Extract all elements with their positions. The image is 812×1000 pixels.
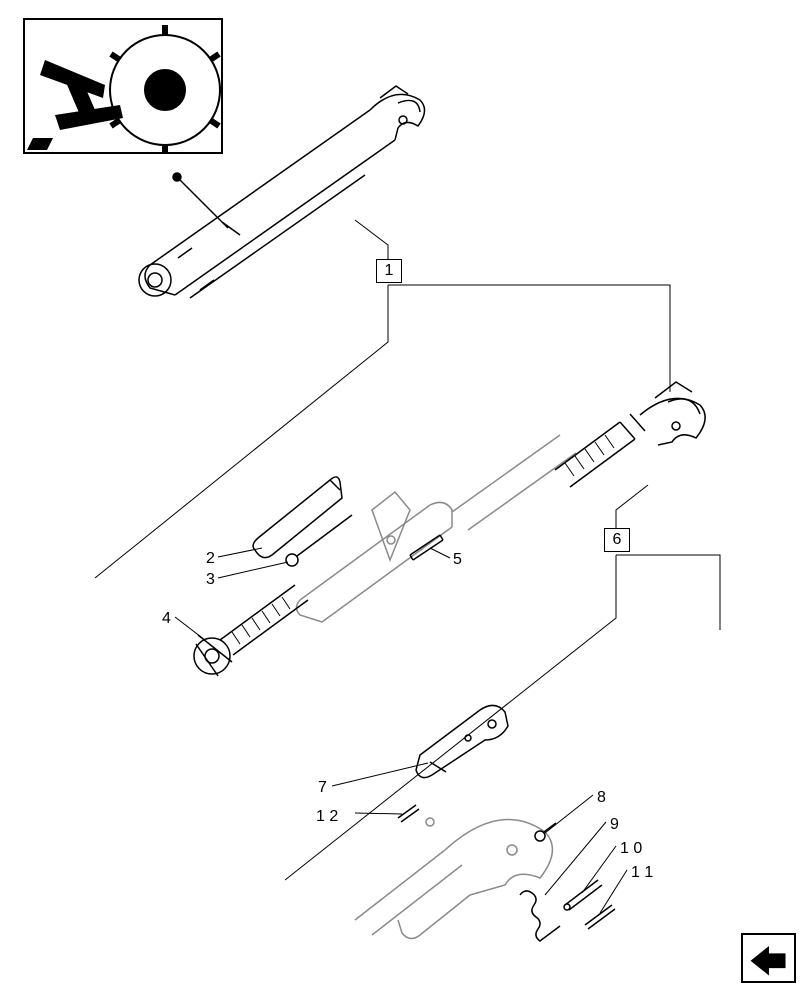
ref-label-12: 1 2	[316, 808, 338, 826]
ref-label-6: 6	[613, 531, 622, 548]
part-hook-end	[555, 382, 705, 487]
ref-box-1: 1	[376, 259, 402, 283]
part-roll-pin-11	[585, 905, 615, 929]
return-arrow-icon[interactable]	[741, 933, 796, 983]
ref-label-10: 1 0	[620, 840, 642, 858]
part-threaded-eye-end	[194, 585, 308, 676]
part-wire-clip	[253, 477, 342, 558]
part-handle-pin	[410, 535, 443, 560]
part-spring-9	[520, 891, 560, 941]
ref-label-7: 7	[318, 779, 327, 797]
ref-label-11: 1 1	[631, 864, 653, 882]
part-pin-10	[564, 880, 602, 910]
ref-label-5: 5	[453, 551, 462, 569]
part-turnbuckle-body	[297, 492, 453, 622]
ref-label-8: 8	[597, 789, 606, 807]
ref-label-3: 3	[206, 571, 215, 589]
ref-label-1: 1	[385, 262, 394, 279]
part-ball-pin	[286, 515, 352, 566]
exploded-diagram	[0, 0, 812, 1000]
part-hook-body-ghost	[355, 818, 552, 939]
ref-label-9: 9	[610, 816, 619, 834]
page: 1 6 2 3 4 5 7 8 9 1 0 1 1 1 2	[0, 0, 812, 1000]
ref-box-6: 6	[604, 528, 630, 552]
ref-label-2: 2	[206, 550, 215, 568]
part-latch-lever	[416, 705, 508, 777]
ref-label-4: 4	[162, 610, 171, 628]
